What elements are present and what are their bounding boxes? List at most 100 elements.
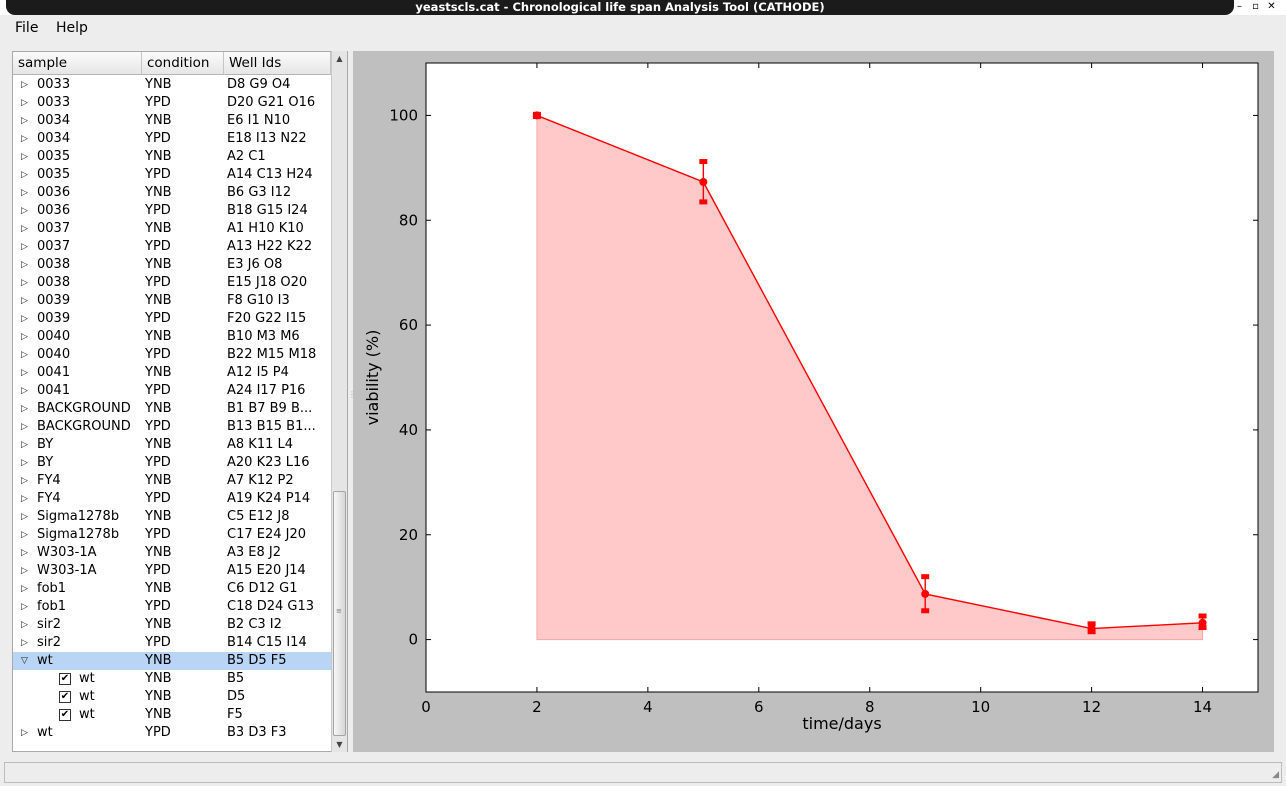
well-ids-cell: B5 xyxy=(227,671,245,686)
expand-arrow-icon[interactable]: ▷ xyxy=(21,728,28,738)
tree-row[interactable]: ▷ 0034 YPD E18 I13 N22 xyxy=(13,130,331,148)
tree-row[interactable]: ▷ 0040 YNB B10 M3 M6 xyxy=(13,328,331,346)
sample-cell: W303-1A xyxy=(37,545,97,560)
sample-tree-view[interactable]: sample condition Well Ids ▷ 0033 YNB D8 G9 … xyxy=(12,51,348,752)
menu-bar: File Help xyxy=(0,15,1286,41)
tree-row[interactable]: ▷ W303-1A YPD A15 E20 J14 xyxy=(13,562,331,580)
tree-row[interactable]: ▷ 0039 YPD F20 G22 I15 xyxy=(13,310,331,328)
maximize-icon[interactable]: ▫ xyxy=(1252,1,1259,12)
column-header-well-ids[interactable]: Well Ids xyxy=(224,52,331,75)
expand-arrow-icon[interactable]: ▷ xyxy=(21,512,28,522)
tree-row[interactable]: ▷ Sigma1278b YPD C17 E24 J20 xyxy=(13,526,331,544)
tree-row[interactable]: ▷ BY YPD A20 K23 L16 xyxy=(13,454,331,472)
scroll-thumb[interactable]: ≡ xyxy=(333,491,346,736)
expand-arrow-icon[interactable]: ▷ xyxy=(21,584,28,594)
checkbox[interactable]: ✔ xyxy=(59,709,71,721)
expand-arrow-icon[interactable]: ▷ xyxy=(21,530,28,540)
tree-child-row[interactable]: ✔ wt YNB D5 xyxy=(13,688,331,706)
checkbox[interactable]: ✔ xyxy=(59,673,71,685)
expand-arrow-icon[interactable]: ▷ xyxy=(21,296,28,306)
tree-row[interactable]: ▷ 0038 YPD E15 J18 O20 xyxy=(13,274,331,292)
sample-cell: W303-1A xyxy=(37,563,97,578)
menu-file[interactable]: File xyxy=(15,20,38,36)
tree-row[interactable]: ▷ fob1 YNB C6 D12 G1 xyxy=(13,580,331,598)
tree-row[interactable]: ▷ 0036 YNB B6 G3 I12 xyxy=(13,184,331,202)
tree-row[interactable]: ▷ 0036 YPD B18 G15 I24 xyxy=(13,202,331,220)
expand-arrow-icon[interactable]: ▷ xyxy=(21,476,28,486)
expand-arrow-icon[interactable]: ▷ xyxy=(21,116,28,126)
expand-arrow-icon[interactable]: ▷ xyxy=(21,566,28,576)
expand-arrow-icon[interactable]: ▷ xyxy=(21,602,28,612)
tree-row[interactable]: ▷ sir2 YNB B2 C3 I2 xyxy=(13,616,331,634)
expand-arrow-icon[interactable]: ▷ xyxy=(21,170,28,180)
tree-row[interactable]: ▷ 0033 YPD D20 G21 O16 xyxy=(13,94,331,112)
expand-arrow-icon[interactable]: ▷ xyxy=(21,458,28,468)
tree-row[interactable]: ▷ 0041 YPD A24 I17 P16 xyxy=(13,382,331,400)
expand-arrow-icon[interactable]: ▷ xyxy=(21,350,28,360)
column-header-condition[interactable]: condition xyxy=(142,52,224,75)
tree-row[interactable]: ▷ 0037 YNB A1 H10 K10 xyxy=(13,220,331,238)
sample-cell: 0037 xyxy=(37,239,71,254)
expand-arrow-icon[interactable]: ▷ xyxy=(21,386,28,396)
minimize-icon[interactable]: – xyxy=(1237,1,1242,12)
scroll-down-arrow-icon[interactable]: ▼ xyxy=(336,740,343,749)
expand-arrow-icon[interactable]: ▷ xyxy=(21,242,28,252)
expand-arrow-icon[interactable]: ▷ xyxy=(21,422,28,432)
expand-arrow-icon[interactable]: ▷ xyxy=(21,368,28,378)
menu-help[interactable]: Help xyxy=(56,20,88,36)
tree-row[interactable]: ▷ sir2 YPD B14 C15 I14 xyxy=(13,634,331,652)
expand-arrow-icon[interactable]: ▷ xyxy=(21,188,28,198)
well-ids-cell: B10 M3 M6 xyxy=(227,329,300,344)
expand-arrow-icon[interactable]: ▷ xyxy=(21,206,28,216)
tree-row[interactable]: ▷ wt YPD B3 D3 F3 xyxy=(13,724,331,742)
resize-grip-icon[interactable]: ◢ xyxy=(1272,770,1279,780)
expand-arrow-icon[interactable]: ▷ xyxy=(21,278,28,288)
tree-row[interactable]: ▷ FY4 YNB A7 K12 P2 xyxy=(13,472,331,490)
tree-child-row[interactable]: ✔ wt YNB B5 xyxy=(13,670,331,688)
expand-arrow-icon[interactable]: ▷ xyxy=(21,134,28,144)
expand-arrow-icon[interactable]: ▷ xyxy=(21,314,28,324)
expand-arrow-icon[interactable]: ▷ xyxy=(21,548,28,558)
tree-row[interactable]: ▷ BACKGROUND YPD B13 B15 B1... xyxy=(13,418,331,436)
checkbox[interactable]: ✔ xyxy=(59,691,71,703)
tree-row[interactable]: ▷ 0041 YNB A12 I5 P4 xyxy=(13,364,331,382)
tree-row[interactable]: ▷ W303-1A YNB A3 E8 J2 xyxy=(13,544,331,562)
sample-cell: 0039 xyxy=(37,311,71,326)
tree-row[interactable]: ▷ 0039 YNB F8 G10 I3 xyxy=(13,292,331,310)
tree-row[interactable]: ▷ 0037 YPD A13 H22 K22 xyxy=(13,238,331,256)
error-cap-bottom xyxy=(1198,625,1207,631)
expand-arrow-icon[interactable]: ▷ xyxy=(21,638,28,648)
collapse-arrow-icon[interactable]: ▽ xyxy=(21,656,28,666)
tree-child-row[interactable]: ✔ wt YNB F5 xyxy=(13,706,331,724)
expand-arrow-icon[interactable]: ▷ xyxy=(21,260,28,270)
tree-row[interactable]: ▷ 0040 YPD B22 M15 M18 xyxy=(13,346,331,364)
column-header-sample[interactable]: sample xyxy=(13,52,142,75)
expand-arrow-icon[interactable]: ▷ xyxy=(21,80,28,90)
expand-arrow-icon[interactable]: ▷ xyxy=(21,620,28,630)
expand-arrow-icon[interactable]: ▷ xyxy=(21,332,28,342)
expand-arrow-icon[interactable]: ▷ xyxy=(21,494,28,504)
condition-cell: YNB xyxy=(145,437,172,452)
expand-arrow-icon[interactable]: ▷ xyxy=(21,404,28,414)
expand-arrow-icon[interactable]: ▷ xyxy=(21,98,28,108)
tree-row[interactable]: ▷ 0038 YNB E3 J6 O8 xyxy=(13,256,331,274)
tree-row[interactable]: ▷ fob1 YPD C18 D24 G13 xyxy=(13,598,331,616)
condition-cell: YNB xyxy=(145,77,172,92)
tree-row[interactable]: ▷ 0034 YNB E6 I1 N10 xyxy=(13,112,331,130)
tree-row[interactable]: ▽ wt YNB B5 D5 F5 xyxy=(13,652,331,670)
scroll-up-arrow-icon[interactable]: ▲ xyxy=(336,54,343,63)
expand-arrow-icon[interactable]: ▷ xyxy=(21,224,28,234)
close-icon[interactable]: ✕ xyxy=(1267,1,1276,12)
expand-arrow-icon[interactable]: ▷ xyxy=(21,440,28,450)
tree-scrollbar[interactable]: ▲ ≡ ▼ xyxy=(331,51,347,752)
expand-arrow-icon[interactable]: ▷ xyxy=(21,152,28,162)
tree-row[interactable]: ▷ BACKGROUND YNB B1 B7 B9 B... xyxy=(13,400,331,418)
tree-row[interactable]: ▷ FY4 YPD A19 K24 P14 xyxy=(13,490,331,508)
pane-splitter[interactable]: ⋮ xyxy=(348,390,356,399)
tree-row[interactable]: ▷ 0035 YNB A2 C1 xyxy=(13,148,331,166)
tree-row[interactable]: ▷ 0035 YPD A14 C13 H24 xyxy=(13,166,331,184)
tree-row[interactable]: ▷ 0033 YNB D8 G9 O4 xyxy=(13,76,331,94)
condition-cell: YNB xyxy=(145,671,172,686)
tree-row[interactable]: ▷ Sigma1278b YNB C5 E12 J8 xyxy=(13,508,331,526)
tree-row[interactable]: ▷ BY YNB A8 K11 L4 xyxy=(13,436,331,454)
